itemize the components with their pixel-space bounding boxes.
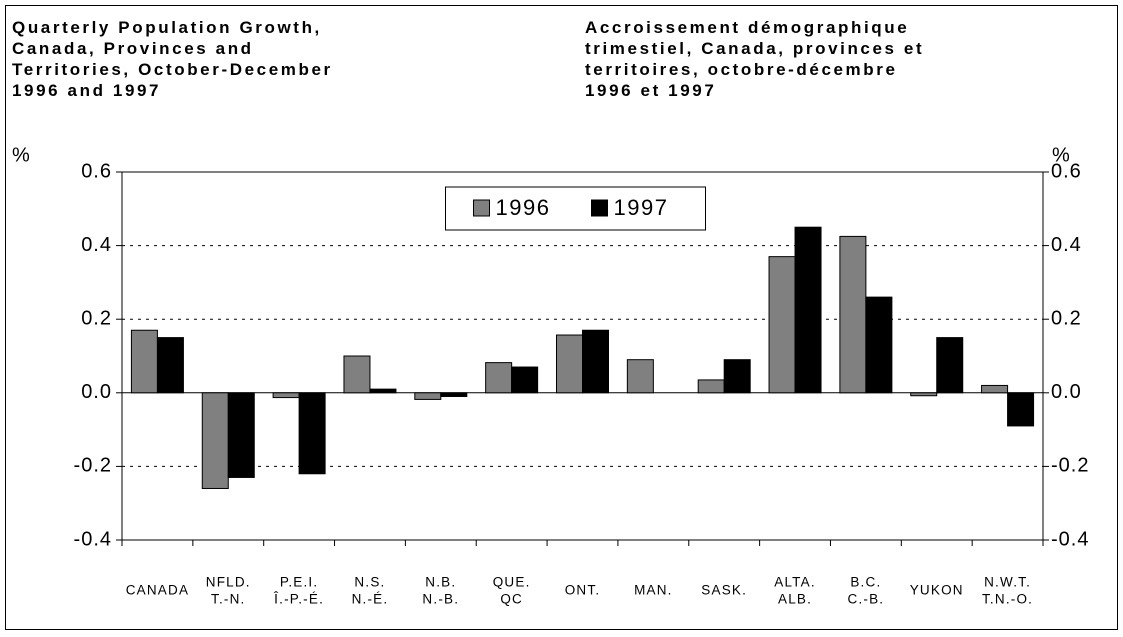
bar: [1007, 392, 1035, 427]
bar: [981, 384, 1009, 394]
bar: [511, 366, 539, 394]
x-tick-label: T.-N.: [211, 592, 246, 607]
y-axis-label: %: [12, 144, 31, 166]
x-tick-label: ALB.: [778, 592, 812, 607]
bar: [697, 379, 725, 394]
y-tick-label: 0.6: [81, 160, 112, 182]
x-tick-label: B.C.: [850, 575, 881, 590]
y-tick-label: 0.0: [81, 381, 112, 403]
chart-title: Quarterly Population Growth,: [12, 18, 322, 37]
y2-tick-label: 0.6: [1051, 160, 1082, 182]
bar: [936, 337, 964, 394]
legend-box: [445, 186, 706, 231]
x-tick-label: N.S.: [354, 575, 385, 590]
bar: [626, 359, 654, 394]
bar: [156, 337, 184, 394]
chart-title-fr: trimestiel, Canada, provinces et: [585, 39, 924, 58]
x-tick-label: N.B.: [425, 575, 456, 590]
legend-label: 1996: [496, 195, 551, 220]
y2-tick-label: 0.2: [1051, 307, 1082, 329]
x-tick-label: NFLD.: [206, 575, 251, 590]
x-tick-label: T.N.-O.: [982, 592, 1033, 607]
x-tick-label: Î.-P.-É.: [273, 592, 324, 607]
x-tick-label: ONT.: [565, 583, 601, 598]
bar: [839, 235, 867, 394]
x-tick-label: MAN.: [634, 583, 673, 598]
chart-title: 1996 and 1997: [12, 81, 161, 100]
y2-axis-label: %: [1052, 144, 1071, 166]
bar: [794, 226, 822, 394]
bar: [865, 296, 893, 394]
x-tick-label: N.W.T.: [984, 575, 1031, 590]
bar: [227, 392, 255, 478]
chart-title-fr: 1996 et 1997: [585, 81, 716, 100]
chart-title-fr: Accroissement démographique: [585, 18, 909, 37]
y2-tick-label: 0.4: [1051, 234, 1082, 256]
bar: [272, 392, 300, 399]
y2-tick-label: 0.0: [1051, 381, 1082, 403]
chart-title: Territories, October-December: [12, 60, 333, 79]
chart-title-fr: territoires, octobre-décembre: [585, 60, 898, 79]
legend-swatch: [591, 199, 608, 217]
y-tick-label: -0.2: [74, 455, 112, 477]
y2-tick-label: -0.2: [1051, 455, 1089, 477]
bar: [485, 362, 513, 394]
x-tick-label: SASK.: [701, 583, 747, 598]
legend-label: 1997: [614, 195, 669, 220]
bar: [768, 256, 796, 394]
bar: [343, 355, 371, 394]
bar: [582, 329, 609, 394]
x-tick-label: P.E.I.: [280, 575, 318, 590]
x-tick-label: N.-É.: [352, 592, 389, 607]
bar: [440, 392, 468, 397]
bar: [298, 392, 326, 475]
x-tick-label: CANADA: [126, 583, 189, 598]
bar: [910, 392, 938, 397]
x-tick-label: ALTA.: [774, 575, 816, 590]
frame: [5, 5, 1118, 630]
y-tick-label: 0.2: [81, 307, 112, 329]
y-tick-label: 0.4: [81, 234, 112, 256]
bar: [130, 329, 158, 394]
x-tick-label: QC: [500, 592, 523, 607]
x-tick-label: N.-B.: [422, 592, 459, 607]
bar: [723, 359, 751, 394]
bar: [414, 392, 442, 400]
bar: [201, 392, 229, 489]
x-tick-label: YUKON: [910, 583, 964, 598]
x-tick-label: QUE.: [493, 575, 531, 590]
y2-tick-label: -0.4: [1051, 528, 1089, 550]
chart-title: Canada, Provinces and: [12, 39, 254, 58]
legend-swatch: [473, 199, 490, 217]
bar: [369, 388, 397, 394]
x-tick-label: C.-B.: [848, 592, 885, 607]
bar: [556, 334, 583, 394]
y-tick-label: -0.4: [74, 528, 112, 550]
